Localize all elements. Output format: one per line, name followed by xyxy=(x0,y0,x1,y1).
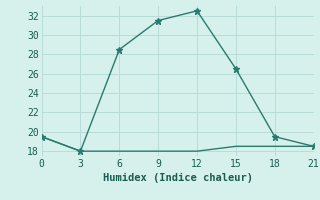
X-axis label: Humidex (Indice chaleur): Humidex (Indice chaleur) xyxy=(103,173,252,183)
